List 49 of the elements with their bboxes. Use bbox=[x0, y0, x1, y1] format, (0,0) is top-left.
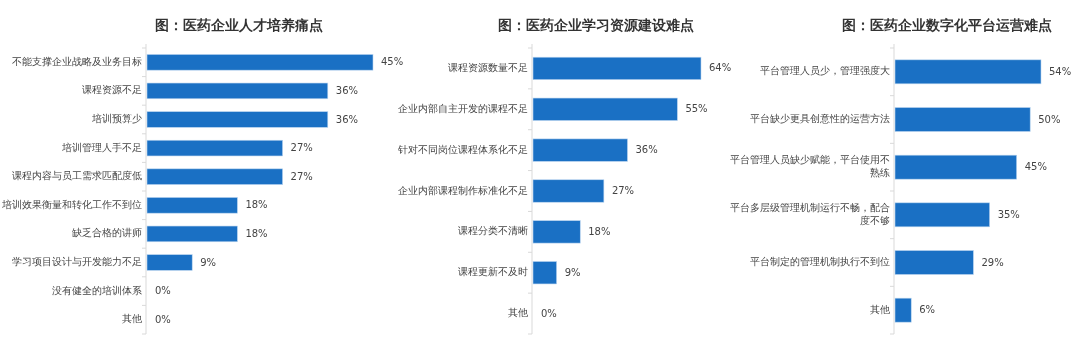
y-tick-label: 学习项目设计与开发能力不足 bbox=[12, 256, 142, 267]
y-tick-label: 不能支撑企业战略及业务目标 bbox=[12, 55, 142, 67]
y-tick-label: 企业内部自主开发的课程不足 bbox=[398, 102, 528, 114]
data-label: 27% bbox=[290, 142, 313, 154]
chart-title: 图：医药企业数字化平台运营难点 bbox=[842, 17, 1052, 33]
data-label: 45% bbox=[381, 56, 404, 68]
data-label: 64% bbox=[709, 62, 732, 74]
data-label: 18% bbox=[245, 227, 268, 239]
data-label: 54% bbox=[1049, 65, 1072, 77]
data-label: 6% bbox=[919, 304, 936, 316]
data-label: 18% bbox=[245, 199, 268, 211]
data-label: 36% bbox=[635, 144, 658, 156]
data-label: 18% bbox=[588, 225, 611, 237]
chart-title: 图：医药企业人才培养痛点 bbox=[155, 17, 323, 33]
data-label: 27% bbox=[290, 170, 313, 182]
y-tick-label: 课程更新不及时 bbox=[458, 266, 528, 278]
data-label: 0% bbox=[541, 307, 557, 319]
data-label: 55% bbox=[685, 103, 708, 115]
data-label: 9% bbox=[564, 266, 581, 278]
y-tick-label: 平台缺少更具创意性的运营方法 bbox=[750, 113, 890, 124]
y-tick-label: 企业内部课程制作标准化不足 bbox=[398, 184, 528, 196]
data-label: 27% bbox=[611, 185, 635, 196]
y-tick-label: 培训预算少 bbox=[91, 113, 142, 124]
y-tick-label: 课程资源数量不足 bbox=[448, 61, 528, 73]
y-tick-label: 课程分类不清晰 bbox=[458, 225, 528, 237]
y-tick-label: 平台多层级管理机制运行不畅，配合度不够 bbox=[730, 202, 890, 226]
data-label: 45% bbox=[1024, 161, 1047, 173]
y-tick-label: 培训管理人手不足 bbox=[61, 141, 142, 153]
y-tick-label: 课程资源不足 bbox=[82, 84, 142, 96]
data-label: 36% bbox=[335, 113, 359, 125]
y-tick-label: 平台制定的管理机制执行不到位 bbox=[750, 256, 890, 267]
data-label: 9% bbox=[200, 256, 217, 268]
y-tick-label: 其他 bbox=[508, 307, 528, 319]
chart-title: 图：医药企业学习资源建设难点 bbox=[498, 17, 694, 33]
y-tick-label: 没有健全的培训体系 bbox=[52, 284, 142, 296]
y-tick-label: 其他 bbox=[870, 303, 890, 315]
data-label: 0% bbox=[155, 313, 171, 325]
y-tick-label: 其他 bbox=[122, 313, 142, 325]
y-tick-label: 培训效果衡量和转化工作不到位 bbox=[1, 198, 142, 210]
data-label: 35% bbox=[997, 208, 1020, 220]
data-label: 36% bbox=[335, 84, 359, 96]
y-tick-label: 平台管理人员少，管理强度大 bbox=[760, 65, 890, 77]
data-label: 0% bbox=[155, 285, 171, 297]
data-label: 50% bbox=[1038, 113, 1061, 125]
y-tick-label: 课程内容与员工需求匹配度低 bbox=[12, 170, 142, 182]
data-label: 29% bbox=[981, 256, 1004, 268]
y-tick-label: 平台管理人员缺少赋能，平台使用不熟练 bbox=[730, 154, 890, 178]
y-tick-label: 针对不同岗位课程体系化不足 bbox=[397, 143, 528, 155]
y-tick-label: 缺乏合格的讲师 bbox=[72, 227, 142, 239]
